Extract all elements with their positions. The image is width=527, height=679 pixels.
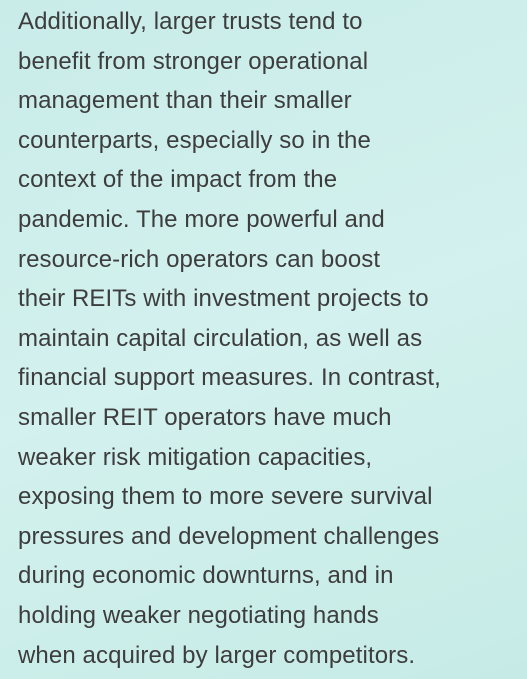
text-line: financial support measures. In contrast, [18, 364, 441, 392]
paragraph: Additionally, larger trusts tend to benef… [18, 2, 527, 675]
text-line: pressures and development challenges [18, 522, 440, 550]
text-line: counterparts, especially so in the [18, 126, 371, 154]
text-line: Additionally, larger trusts tend to [18, 8, 363, 35]
text-line: during economic downturns, and in [18, 562, 394, 590]
text-line: holding weaker negotiating hands [18, 601, 379, 629]
text-line: when acquired by larger competitors. [18, 641, 416, 669]
text-line: maintain capital circulation, as well as [18, 324, 423, 352]
text-line: smaller REIT operators have much [18, 403, 392, 431]
text-line: exposing them to more severe survival [18, 483, 433, 511]
text-line: weaker risk mitigation capacities, [18, 443, 373, 471]
text-line: resource-rich operators can boost [18, 245, 381, 273]
text-line: management than their smaller [18, 87, 352, 115]
text-line: benefit from stronger operational [18, 47, 369, 75]
text-line: their REITs with investment projects to [18, 285, 429, 313]
text-line: pandemic. The more powerful and [18, 205, 385, 233]
text-line: context of the impact from the [18, 166, 338, 194]
